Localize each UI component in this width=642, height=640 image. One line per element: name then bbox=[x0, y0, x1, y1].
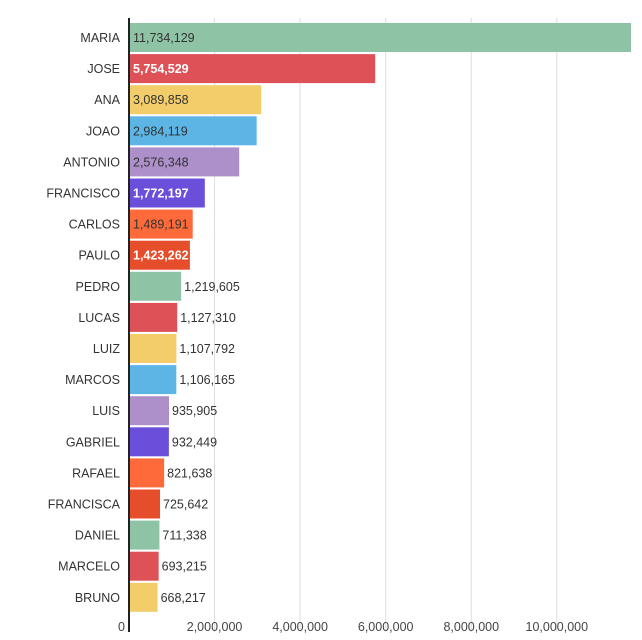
bar-ana bbox=[129, 85, 262, 115]
x-tick-label: 6,000,000 bbox=[358, 620, 414, 634]
bar-marcelo bbox=[129, 551, 159, 581]
value-label-maria: 11,734,129 bbox=[133, 31, 195, 45]
value-label-lucas: 1,127,310 bbox=[180, 311, 236, 325]
value-label-marcos: 1,106,165 bbox=[179, 373, 235, 387]
bar-carlos bbox=[129, 209, 193, 239]
category-label-marcos: MARCOS bbox=[65, 373, 120, 387]
category-label-carlos: CARLOS bbox=[69, 218, 120, 232]
category-label-gabriel: GABRIEL bbox=[66, 435, 120, 449]
value-label-francisco: 1,772,197 bbox=[133, 187, 189, 201]
category-label-maria: MARIA bbox=[80, 31, 120, 45]
bar-bruno bbox=[129, 582, 158, 612]
bar-pedro bbox=[129, 271, 182, 301]
value-label-daniel: 711,338 bbox=[162, 529, 206, 543]
x-tick-label: 2,000,000 bbox=[187, 620, 243, 634]
category-label-ana: ANA bbox=[94, 93, 120, 107]
x-tick-label: 8,000,000 bbox=[443, 620, 499, 634]
category-labels: MARIA JOSE ANA JOAO ANTONIO FRANCISCO CARLOS PA… bbox=[46, 31, 120, 605]
category-label-daniel: DANIEL bbox=[75, 529, 120, 543]
bar-paulo bbox=[129, 240, 190, 270]
value-label-antonio: 2,576,348 bbox=[133, 155, 189, 169]
x-tick-label: 10,000,000 bbox=[526, 620, 589, 634]
value-label-luis: 935,905 bbox=[172, 404, 217, 418]
x-axis-ticks: 0 2,000,000 4,000,000 6,000,000 8,000,000 10,… bbox=[118, 620, 588, 634]
bar-jose bbox=[129, 54, 376, 84]
value-label-francisca: 725,642 bbox=[163, 498, 208, 512]
bar-antonio bbox=[129, 147, 240, 177]
bar-francisco bbox=[129, 178, 205, 208]
value-label-jose: 5,754,529 bbox=[133, 62, 189, 76]
value-label-carlos: 1,489,191 bbox=[133, 218, 189, 232]
x-tick-label: 0 bbox=[118, 620, 125, 634]
gridlines bbox=[214, 18, 558, 632]
category-label-pedro: PEDRO bbox=[76, 280, 121, 294]
value-label-joao: 2,984,119 bbox=[133, 124, 188, 138]
category-label-antonio: ANTONIO bbox=[63, 155, 120, 169]
category-label-lucas: LUCAS bbox=[78, 311, 120, 325]
category-label-francisco: FRANCISCO bbox=[46, 187, 120, 201]
bar-gabriel bbox=[129, 427, 169, 457]
bar-lucas bbox=[129, 302, 178, 332]
bar-daniel bbox=[129, 520, 160, 550]
category-label-francisca: FRANCISCA bbox=[48, 498, 121, 512]
bar-marcos bbox=[129, 365, 177, 395]
value-label-bruno: 668,217 bbox=[161, 591, 206, 605]
bar-luis bbox=[129, 396, 170, 426]
value-labels: 11,734,129 5,754,529 3,089,858 2,984,119 2,5… bbox=[133, 31, 240, 605]
x-tick-label: 4,000,000 bbox=[272, 620, 328, 634]
value-label-gabriel: 932,449 bbox=[172, 435, 217, 449]
category-label-bruno: BRUNO bbox=[75, 591, 120, 605]
value-label-marcelo: 693,215 bbox=[162, 560, 207, 574]
value-label-pedro: 1,219,605 bbox=[184, 280, 240, 294]
bar-joao bbox=[129, 116, 257, 146]
category-label-marcelo: MARCELO bbox=[58, 560, 120, 574]
bar-francisca bbox=[129, 489, 161, 519]
category-label-rafael: RAFAEL bbox=[72, 466, 120, 480]
category-label-jose: JOSE bbox=[87, 62, 120, 76]
bar-rafael bbox=[129, 458, 165, 488]
bar-luiz bbox=[129, 334, 177, 363]
category-label-luis: LUIS bbox=[92, 404, 120, 418]
bar-maria bbox=[129, 23, 631, 52]
value-label-rafael: 821,638 bbox=[167, 466, 212, 480]
category-label-paulo: PAULO bbox=[79, 249, 121, 263]
value-label-ana: 3,089,858 bbox=[133, 93, 189, 107]
category-label-joao: JOAO bbox=[86, 124, 120, 138]
value-label-luiz: 1,107,792 bbox=[179, 342, 235, 356]
category-label-luiz: LUIZ bbox=[93, 342, 120, 356]
value-label-paulo: 1,423,262 bbox=[133, 249, 189, 263]
bars bbox=[129, 23, 631, 612]
